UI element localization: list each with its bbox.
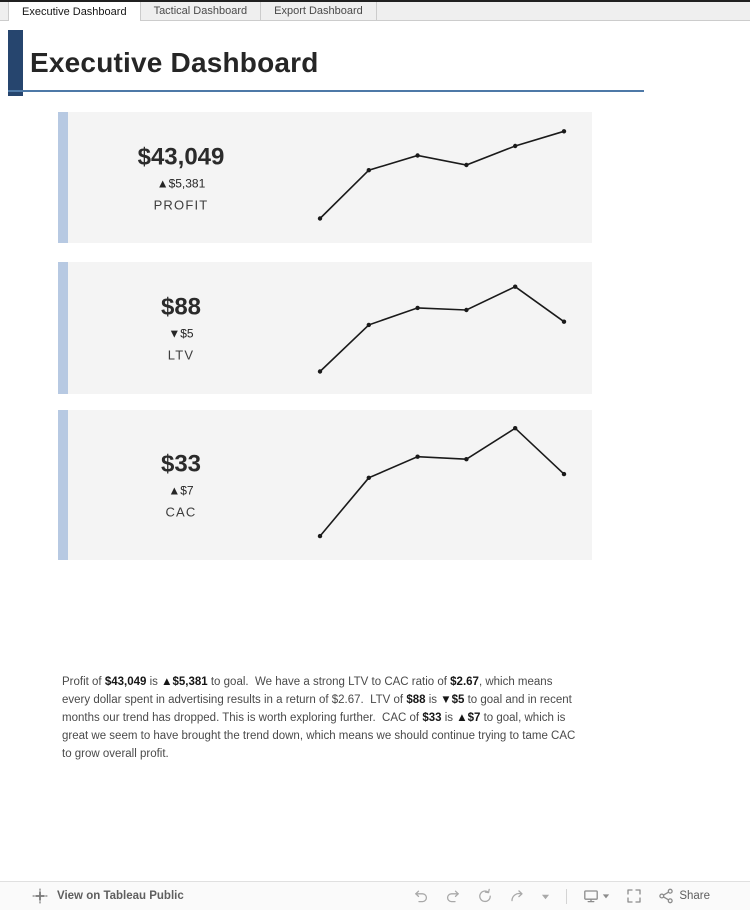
tab-executive-dashboard[interactable]: Executive Dashboard [8,2,141,21]
kpi-accent-bar [58,262,68,394]
share-button[interactable]: Share [658,888,710,904]
kpi-value-ltv: $88 [160,293,202,321]
undo-icon[interactable] [413,888,429,904]
toolbar-right: Share [413,888,710,904]
kpi-delta-cac: ▲$7 [168,483,194,498]
toolbar-separator [566,888,568,904]
replay-icon[interactable] [477,888,493,904]
refresh-icon[interactable] [509,888,525,904]
cac-sparkline-chart[interactable] [308,412,578,556]
view-on-tableau-public-link[interactable]: View on Tableau Public [57,890,184,902]
kpi-text-block: $43,049 ▲$5,381 PROFIT [74,143,288,212]
kpi-value-cac: $33 [160,450,202,478]
kpi-text-block: $88 ▼$5 LTV [74,294,288,363]
ltv-sparkline-chart[interactable] [308,264,578,390]
display-caret-icon [603,894,610,899]
tableau-public-toolbar: View on Tableau Public [0,881,750,910]
share-icon [659,888,674,904]
title-underline [8,90,644,92]
tableau-logo-icon[interactable] [32,888,48,904]
kpi-text-block: $33 ▲$7 CAC [74,451,288,520]
summary-text: Profit of $43,049 is ▲$5,381 to goal. We… [62,676,579,760]
kpi-label-cac: CAC [165,504,197,520]
kpi-card-cac: $33 ▲$7 CAC [58,410,592,560]
tab-export-dashboard[interactable]: Export Dashboard [261,2,377,20]
tab-tactical-dashboard[interactable]: Tactical Dashboard [141,2,262,20]
kpi-delta-ltv: ▼$5 [168,326,194,341]
share-button-label: Share [679,890,710,902]
kpi-card-ltv: $88 ▼$5 LTV [58,262,592,394]
kpi-accent-bar [58,112,68,243]
fullscreen-icon[interactable] [626,888,642,904]
caret-down-icon[interactable] [541,892,550,901]
kpi-delta-profit: ▲$5,381 [156,176,206,190]
profit-sparkline-chart[interactable] [308,114,578,239]
kpi-accent-bar [58,410,68,560]
toolbar-left: View on Tableau Public [32,888,184,904]
redo-icon[interactable] [445,888,461,904]
kpi-value-profit: $43,049 [137,143,225,170]
display-mode-icon[interactable] [583,888,610,904]
kpi-card-profit: $43,049 ▲$5,381 PROFIT [58,112,592,243]
kpi-label-profit: PROFIT [153,197,209,212]
page-title: Executive Dashboard [30,47,319,78]
sheet-tab-bar: Executive Dashboard Tactical Dashboard E… [0,0,750,21]
kpi-label-ltv: LTV [167,347,195,363]
title-accent-bar [8,30,23,96]
